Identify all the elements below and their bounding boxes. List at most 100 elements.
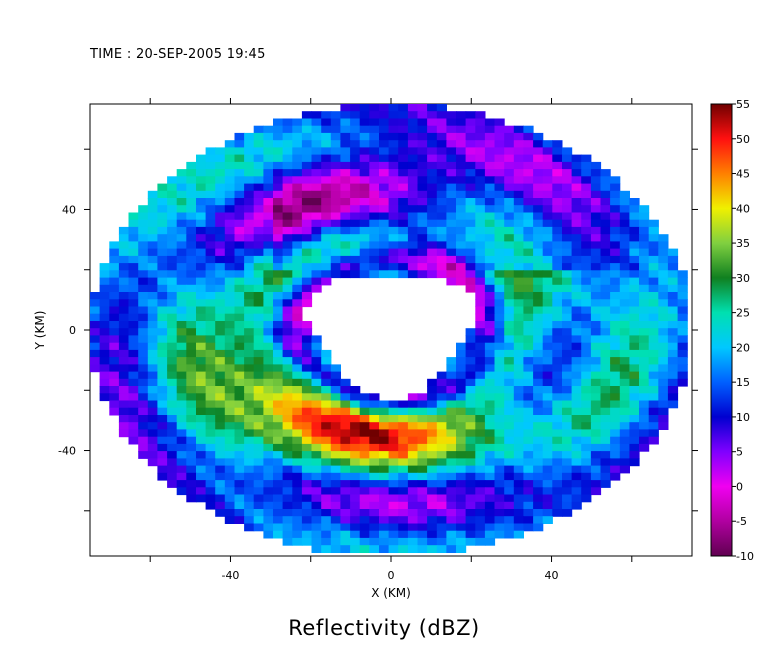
reflectivity-cell: [571, 161, 582, 170]
reflectivity-cell: [581, 313, 592, 322]
reflectivity-cell: [427, 241, 438, 250]
reflectivity-cell: [273, 407, 284, 416]
reflectivity-cell: [427, 161, 438, 170]
reflectivity-cell: [379, 169, 390, 177]
reflectivity-cell: [494, 125, 505, 134]
reflectivity-cell: [513, 371, 524, 380]
reflectivity-cell: [205, 494, 216, 503]
reflectivity-cell: [523, 205, 534, 213]
reflectivity-cell: [224, 415, 235, 423]
reflectivity-cell: [513, 530, 524, 539]
reflectivity-cell: [590, 415, 602, 423]
reflectivity-cell: [167, 284, 178, 293]
reflectivity-cell: [456, 176, 467, 185]
reflectivity-cell: [533, 407, 544, 416]
colorbar-tick-label: 40: [736, 202, 750, 215]
reflectivity-cell: [99, 277, 110, 286]
reflectivity-cell: [205, 436, 216, 445]
reflectivity-cell: [186, 248, 197, 257]
reflectivity-cell: [234, 342, 245, 351]
reflectivity-cell: [215, 284, 226, 293]
reflectivity-cell: [513, 501, 524, 510]
reflectivity-cell: [369, 161, 380, 170]
reflectivity-cell: [205, 349, 216, 358]
reflectivity-cell: [311, 205, 322, 213]
reflectivity-cell: [311, 443, 322, 452]
reflectivity-cell: [196, 241, 207, 250]
reflectivity-cell: [118, 234, 130, 242]
reflectivity-cell: [321, 132, 332, 141]
reflectivity-cell: [484, 501, 496, 510]
reflectivity-cell: [600, 400, 611, 409]
reflectivity-cell: [186, 349, 197, 358]
reflectivity-cell: [282, 465, 293, 474]
reflectivity-cell: [639, 205, 650, 213]
reflectivity-cell: [456, 364, 467, 373]
reflectivity-cell: [176, 429, 187, 438]
reflectivity-cell: [311, 234, 322, 242]
reflectivity-cell: [552, 357, 563, 365]
reflectivity-cell: [273, 161, 284, 170]
reflectivity-cell: [234, 176, 245, 185]
reflectivity-cell: [253, 443, 264, 452]
reflectivity-cell: [513, 516, 524, 524]
reflectivity-cell: [417, 198, 428, 206]
reflectivity-cell: [224, 270, 235, 279]
reflectivity-cell: [118, 407, 130, 416]
reflectivity-cell: [321, 277, 332, 286]
reflectivity-cell: [446, 263, 457, 271]
time-label: TIME : 20-SEP-2005 19:45: [90, 47, 266, 62]
reflectivity-cell: [513, 523, 524, 532]
reflectivity-cell: [581, 386, 592, 394]
reflectivity-cell: [99, 292, 110, 300]
reflectivity-cell: [196, 400, 207, 409]
reflectivity-cell: [138, 400, 149, 409]
reflectivity-cell: [330, 480, 341, 488]
reflectivity-cell: [494, 140, 505, 148]
reflectivity-cell: [263, 516, 274, 524]
reflectivity-cell: [186, 393, 197, 402]
reflectivity-cell: [523, 335, 534, 344]
reflectivity-cell: [292, 509, 303, 517]
reflectivity-cell: [513, 205, 524, 213]
reflectivity-cell: [629, 335, 640, 344]
reflectivity-cell: [600, 415, 611, 423]
reflectivity-cell: [292, 270, 303, 279]
reflectivity-cell: [427, 111, 438, 119]
reflectivity-cell: [513, 277, 524, 286]
reflectivity-cell: [523, 255, 534, 264]
reflectivity-cell: [340, 451, 351, 459]
reflectivity-cell: [639, 299, 650, 308]
reflectivity-cell: [446, 270, 457, 279]
reflectivity-cell: [523, 277, 534, 286]
reflectivity-cell: [562, 393, 573, 402]
reflectivity-cell: [504, 342, 515, 351]
reflectivity-cell: [562, 415, 573, 423]
reflectivity-cell: [340, 111, 351, 119]
reflectivity-cell: [658, 284, 669, 293]
reflectivity-cell: [542, 407, 553, 416]
reflectivity-cell: [388, 545, 399, 553]
reflectivity-cell: [292, 154, 303, 163]
reflectivity-cell: [176, 219, 187, 228]
reflectivity-cell: [311, 263, 322, 271]
reflectivity-cell: [494, 371, 505, 380]
reflectivity-cell: [465, 111, 476, 119]
reflectivity-cell: [562, 183, 573, 192]
reflectivity-cell: [263, 270, 274, 279]
reflectivity-cell: [465, 494, 476, 503]
reflectivity-cell: [379, 523, 390, 532]
reflectivity-cell: [330, 226, 341, 235]
reflectivity-cell: [273, 154, 284, 163]
reflectivity-cell: [552, 494, 563, 503]
reflectivity-cell: [590, 386, 602, 394]
reflectivity-cell: [138, 407, 149, 416]
reflectivity-cell: [244, 277, 255, 286]
reflectivity-cell: [350, 407, 361, 416]
reflectivity-cell: [590, 255, 602, 264]
reflectivity-cell: [533, 443, 544, 452]
reflectivity-cell: [118, 292, 130, 300]
reflectivity-cell: [398, 429, 409, 438]
reflectivity-cell: [446, 516, 457, 524]
reflectivity-cell: [562, 321, 573, 329]
